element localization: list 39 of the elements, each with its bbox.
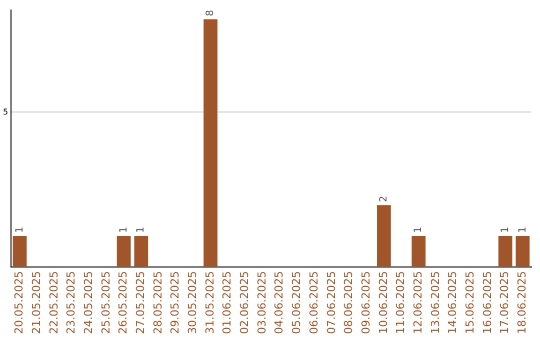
x-tick-label: 10.06.2025: [376, 271, 390, 334]
x-tick-label: 22.05.2025: [47, 271, 60, 334]
x-tick-label: 26.05.2025: [116, 271, 130, 334]
x-tick-label: 27.05.2025: [134, 271, 148, 334]
x-tick-label: 16.06.2025: [480, 271, 494, 334]
y-tick-label: 5: [2, 107, 8, 116]
data-label: 8: [205, 10, 216, 16]
x-tick-label: 24.05.2025: [82, 271, 95, 334]
x-tick-label: 03.06.2025: [255, 271, 268, 334]
x-tick-label: 06.06.2025: [307, 271, 320, 334]
x-tick-label: 20.05.2025: [12, 271, 26, 334]
x-tick-label: 29.05.2025: [168, 271, 182, 334]
x-tick-label: 14.06.2025: [446, 271, 460, 334]
data-label: 1: [517, 226, 528, 234]
x-tick-label: 17.06.2025: [498, 271, 512, 334]
x-tick-label: 31.05.2025: [203, 271, 216, 334]
x-tick-label: 04.06.2025: [272, 271, 286, 334]
data-label: 1: [136, 226, 147, 234]
data-label: 1: [14, 226, 26, 234]
data-label: 1: [500, 226, 511, 234]
x-tick-label: 01.06.2025: [220, 271, 234, 334]
x-tick-label: 25.05.2025: [99, 271, 112, 334]
x-tick-label: 08.06.2025: [342, 271, 356, 334]
x-tick-label: 18.06.2025: [516, 271, 529, 334]
data-label: 1: [413, 226, 424, 234]
x-tick-label: 11.06.2025: [394, 271, 408, 334]
x-tick-label: 30.05.2025: [186, 271, 200, 334]
x-tick-label: 05.06.2025: [290, 271, 304, 334]
x-tick-label: 07.06.2025: [324, 271, 338, 334]
x-tick-label: 09.06.2025: [359, 271, 372, 334]
x-tick-label: 21.05.2025: [30, 271, 43, 334]
x-tick-label: 02.06.2025: [238, 271, 252, 334]
data-label: 1: [118, 226, 130, 234]
data-label: 2: [378, 196, 390, 202]
x-tick-label: 28.05.2025: [151, 271, 164, 334]
x-tick-label: 23.05.2025: [64, 271, 78, 334]
x-tick-label: 15.06.2025: [464, 271, 476, 334]
x-tick-label: 13.06.2025: [428, 271, 442, 334]
x-tick-label: 12.06.2025: [411, 271, 424, 334]
